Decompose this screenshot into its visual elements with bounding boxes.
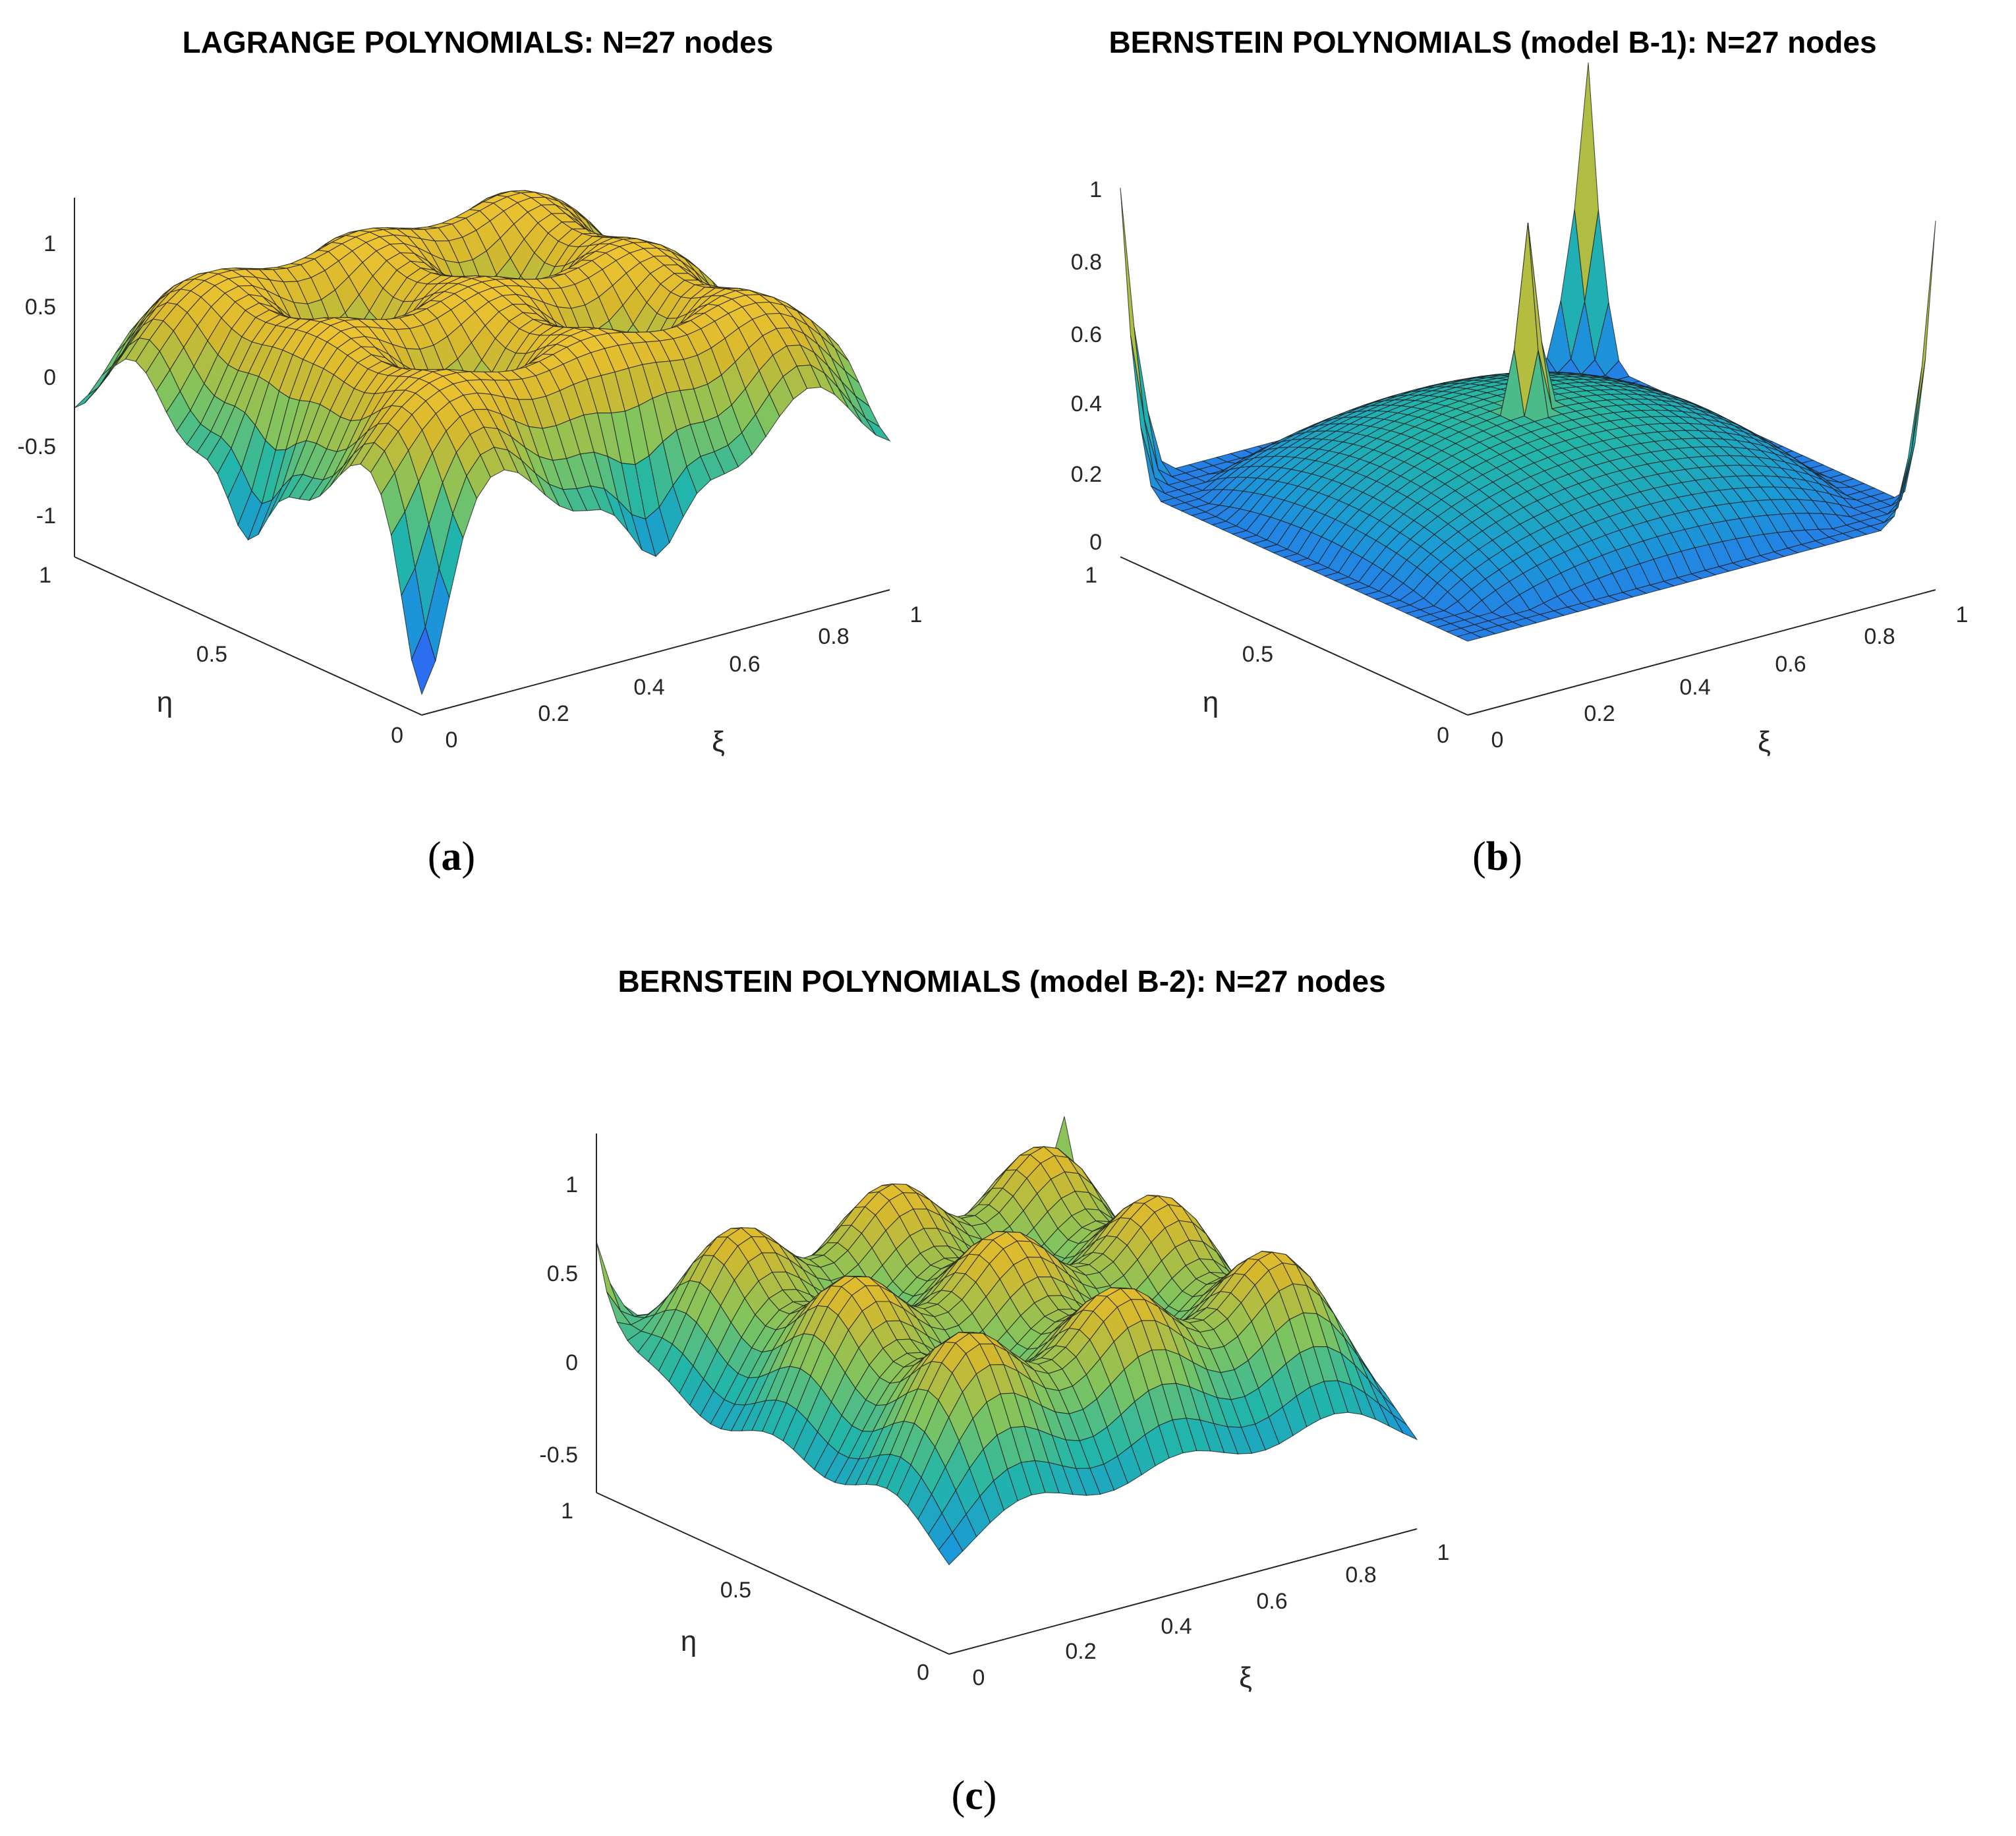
z-tick-label-a: -0.5 bbox=[17, 434, 56, 459]
x-axis-line-b bbox=[1467, 589, 1936, 716]
surface-patch bbox=[74, 387, 99, 409]
x-tick-label-c: 1 bbox=[1437, 1540, 1450, 1565]
panel-c: BERNSTEIN POLYNOMIALS (model B-2): N=27 … bbox=[539, 964, 1449, 1818]
surface-patch bbox=[865, 418, 891, 442]
panel-b: BERNSTEIN POLYNOMIALS (model B-1): N=27 … bbox=[1071, 25, 1969, 879]
x-tick-label-c: 0.2 bbox=[1065, 1639, 1096, 1664]
x-axis-line-c bbox=[948, 1528, 1418, 1655]
z-tick-label-c: 1 bbox=[565, 1172, 578, 1197]
z-tick-label-b: 0.4 bbox=[1071, 391, 1102, 416]
y-tick-label-b: 0.5 bbox=[1242, 642, 1273, 667]
y-axis-label-c: η bbox=[681, 1625, 697, 1657]
z-tick-label-a: 1 bbox=[43, 231, 56, 256]
y-axis-label-b: η bbox=[1203, 686, 1219, 718]
z-tick-label-b: 0 bbox=[1089, 530, 1102, 555]
ticks-b: 1 0.8 0.6 0.4 0.2 0 1 0.5 0 0 0.2 0.4 0.… bbox=[1071, 177, 1969, 758]
panel-a: LAGRANGE POLYNOMIALS: N=27 nodes 1 0.5 0… bbox=[17, 25, 922, 879]
y-tick-label-b: 0 bbox=[1437, 723, 1449, 748]
z-tick-label-a: -1 bbox=[36, 503, 56, 529]
x-tick-label-a: 0 bbox=[446, 728, 458, 753]
y-axis-line-c bbox=[596, 1492, 950, 1655]
axis-lines-b bbox=[1120, 556, 1936, 716]
y-tick-label-c: 0.5 bbox=[720, 1578, 751, 1603]
x-tick-label-c: 0 bbox=[973, 1665, 985, 1690]
y-tick-label-c: 1 bbox=[561, 1499, 573, 1524]
caption-a: (a) bbox=[428, 834, 475, 879]
x-tick-label-b: 0.2 bbox=[1584, 701, 1615, 726]
z-tick-label-c: 0.5 bbox=[547, 1261, 578, 1286]
ticks-c: 1 0.5 0 -0.5 1 0.5 0 0 0.2 0.4 0.6 0.8 1… bbox=[539, 1172, 1449, 1694]
axes-b: 1 0.8 0.6 0.4 0.2 0 1 0.5 0 0 0.2 0.4 0.… bbox=[1071, 62, 1969, 758]
y-axis-label-a: η bbox=[157, 686, 173, 718]
x-tick-label-b: 0 bbox=[1491, 728, 1504, 753]
x-axis-label-c: ξ bbox=[1239, 1661, 1252, 1694]
z-tick-label-b: 0.8 bbox=[1071, 250, 1102, 275]
z-tick-label-a: 0 bbox=[43, 365, 56, 390]
y-axis-line-a bbox=[74, 556, 422, 716]
z-tick-label-a: 0.5 bbox=[25, 295, 56, 320]
z-tick-label-b: 0.2 bbox=[1071, 462, 1102, 487]
y-tick-label-a: 1 bbox=[39, 563, 51, 588]
surface-b bbox=[1120, 62, 1936, 642]
x-tick-label-a: 0.4 bbox=[633, 675, 664, 700]
axes-a: 1 0.5 0 -0.5 -1 1 0.5 0 0 0.2 0.4 0.6 0.… bbox=[17, 190, 922, 758]
chart-title-a: LAGRANGE POLYNOMIALS: N=27 nodes bbox=[183, 25, 774, 59]
y-tick-label-c: 0 bbox=[917, 1660, 929, 1685]
caption-b: (b) bbox=[1472, 834, 1522, 879]
surface-a bbox=[74, 190, 891, 696]
z-tick-label-c: -0.5 bbox=[539, 1443, 578, 1468]
surface-c bbox=[596, 1116, 1418, 1566]
x-tick-label-c: 0.8 bbox=[1345, 1563, 1376, 1588]
z-tick-label-b: 1 bbox=[1089, 177, 1102, 202]
x-tick-label-c: 0.4 bbox=[1161, 1614, 1192, 1639]
x-tick-label-b: 0.4 bbox=[1679, 675, 1710, 700]
ticks-a: 1 0.5 0 -0.5 -1 1 0.5 0 0 0.2 0.4 0.6 0.… bbox=[17, 231, 922, 758]
x-tick-label-c: 0.6 bbox=[1256, 1589, 1287, 1614]
axis-lines-a bbox=[74, 198, 890, 716]
x-tick-label-a: 1 bbox=[910, 602, 923, 627]
caption-c: (c) bbox=[952, 1773, 997, 1818]
x-tick-label-a: 0.2 bbox=[538, 701, 569, 726]
y-tick-label-a: 0.5 bbox=[196, 642, 227, 667]
x-axis-label-a: ξ bbox=[712, 726, 725, 758]
chart-title-c: BERNSTEIN POLYNOMIALS (model B-2): N=27 … bbox=[618, 964, 1385, 998]
x-tick-label-a: 0.8 bbox=[818, 624, 849, 649]
surface-patch bbox=[88, 365, 113, 395]
surface-patch bbox=[1392, 1414, 1418, 1441]
x-tick-label-b: 0.6 bbox=[1775, 652, 1806, 677]
y-axis-line-b bbox=[1120, 556, 1468, 716]
x-axis-line-a bbox=[421, 589, 890, 716]
z-tick-label-b: 0.6 bbox=[1071, 322, 1102, 347]
x-tick-label-a: 0.6 bbox=[729, 652, 760, 677]
z-tick-label-c: 0 bbox=[565, 1350, 578, 1375]
x-tick-label-b: 1 bbox=[1956, 602, 1969, 627]
chart-title-b: BERNSTEIN POLYNOMIALS (model B-1): N=27 … bbox=[1109, 25, 1876, 59]
x-tick-label-b: 0.8 bbox=[1864, 624, 1895, 649]
surface-patch bbox=[1911, 220, 1936, 451]
axis-lines-c bbox=[596, 1133, 1418, 1655]
y-tick-label-a: 0 bbox=[391, 723, 403, 748]
x-axis-label-b: ξ bbox=[1758, 726, 1771, 758]
axes-c: 1 0.5 0 -0.5 1 0.5 0 0 0.2 0.4 0.6 0.8 1… bbox=[539, 1116, 1449, 1694]
y-tick-label-b: 1 bbox=[1085, 563, 1097, 588]
